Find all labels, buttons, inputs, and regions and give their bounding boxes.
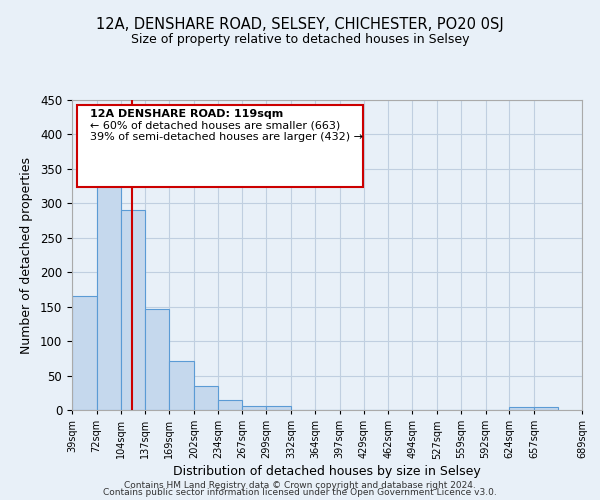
Bar [169, 361, 194, 410]
Bar [194, 386, 218, 410]
Bar [145, 308, 169, 410]
Bar [72, 296, 97, 410]
Bar [242, 406, 266, 410]
Bar [266, 406, 291, 410]
Bar [218, 400, 242, 410]
Text: Size of property relative to detached houses in Selsey: Size of property relative to detached ho… [131, 32, 469, 46]
Bar [509, 406, 534, 410]
FancyBboxPatch shape [77, 104, 363, 187]
X-axis label: Distribution of detached houses by size in Selsey: Distribution of detached houses by size … [173, 466, 481, 478]
Text: 12A, DENSHARE ROAD, SELSEY, CHICHESTER, PO20 0SJ: 12A, DENSHARE ROAD, SELSEY, CHICHESTER, … [96, 18, 504, 32]
Bar [534, 407, 558, 410]
Text: Contains HM Land Registry data © Crown copyright and database right 2024.: Contains HM Land Registry data © Crown c… [124, 480, 476, 490]
Text: Contains public sector information licensed under the Open Government Licence v3: Contains public sector information licen… [103, 488, 497, 497]
Text: ← 60% of detached houses are smaller (663)
39% of semi-detached houses are large: ← 60% of detached houses are smaller (66… [90, 110, 363, 142]
Bar [97, 153, 121, 410]
Bar [121, 210, 145, 410]
Text: 12A DENSHARE ROAD: 119sqm: 12A DENSHARE ROAD: 119sqm [90, 110, 283, 120]
Y-axis label: Number of detached properties: Number of detached properties [20, 156, 33, 354]
